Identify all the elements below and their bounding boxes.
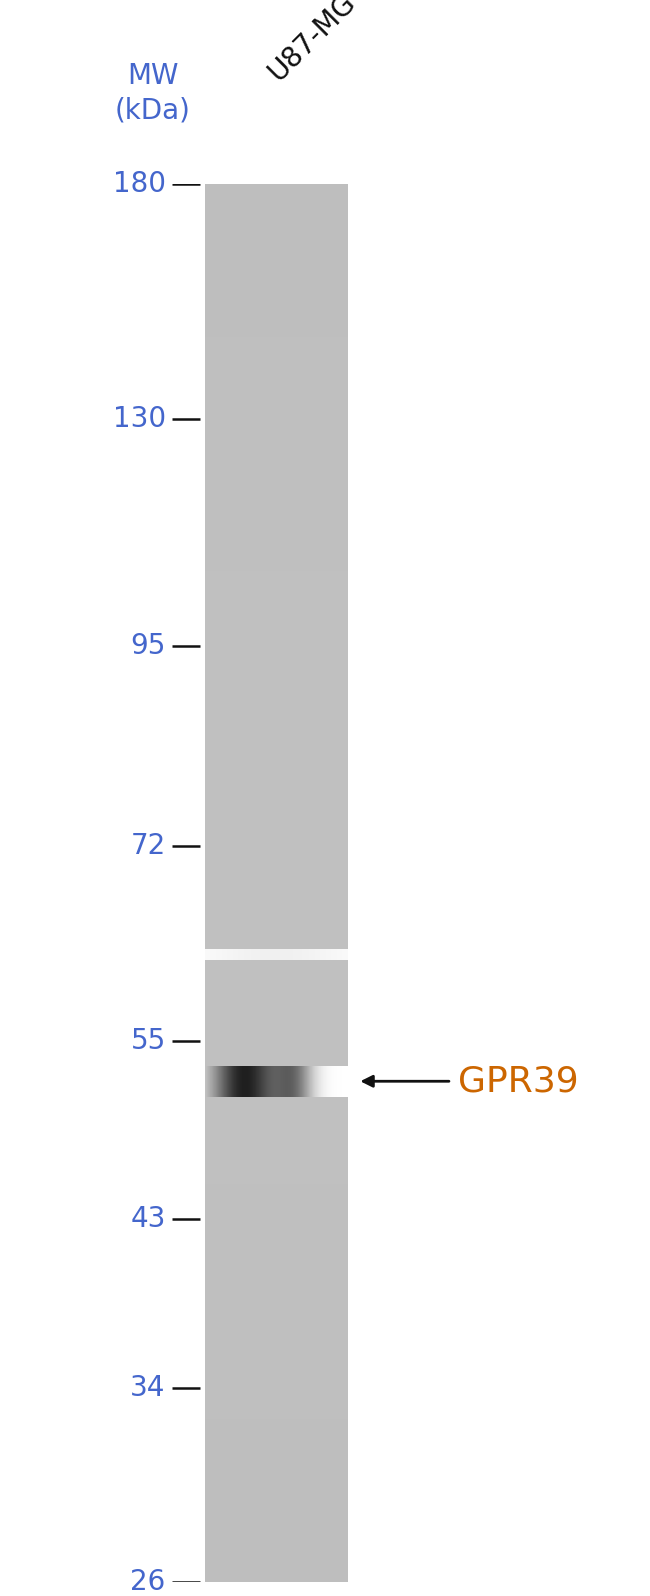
Text: 130: 130 [112,405,166,434]
Text: 95: 95 [131,632,166,659]
Text: GPR39: GPR39 [458,1065,579,1098]
Text: 55: 55 [131,1026,166,1055]
Bar [205,1585,348,1596]
Text: 180: 180 [112,171,166,198]
Text: MW
(kDa): MW (kDa) [115,62,190,124]
Text: 34: 34 [131,1374,166,1403]
Text: 43: 43 [131,1205,166,1232]
Text: 72: 72 [131,832,166,860]
Bar [205,142,348,1596]
Text: 26: 26 [131,1567,166,1596]
Text: U87-MG: U87-MG [263,0,361,86]
